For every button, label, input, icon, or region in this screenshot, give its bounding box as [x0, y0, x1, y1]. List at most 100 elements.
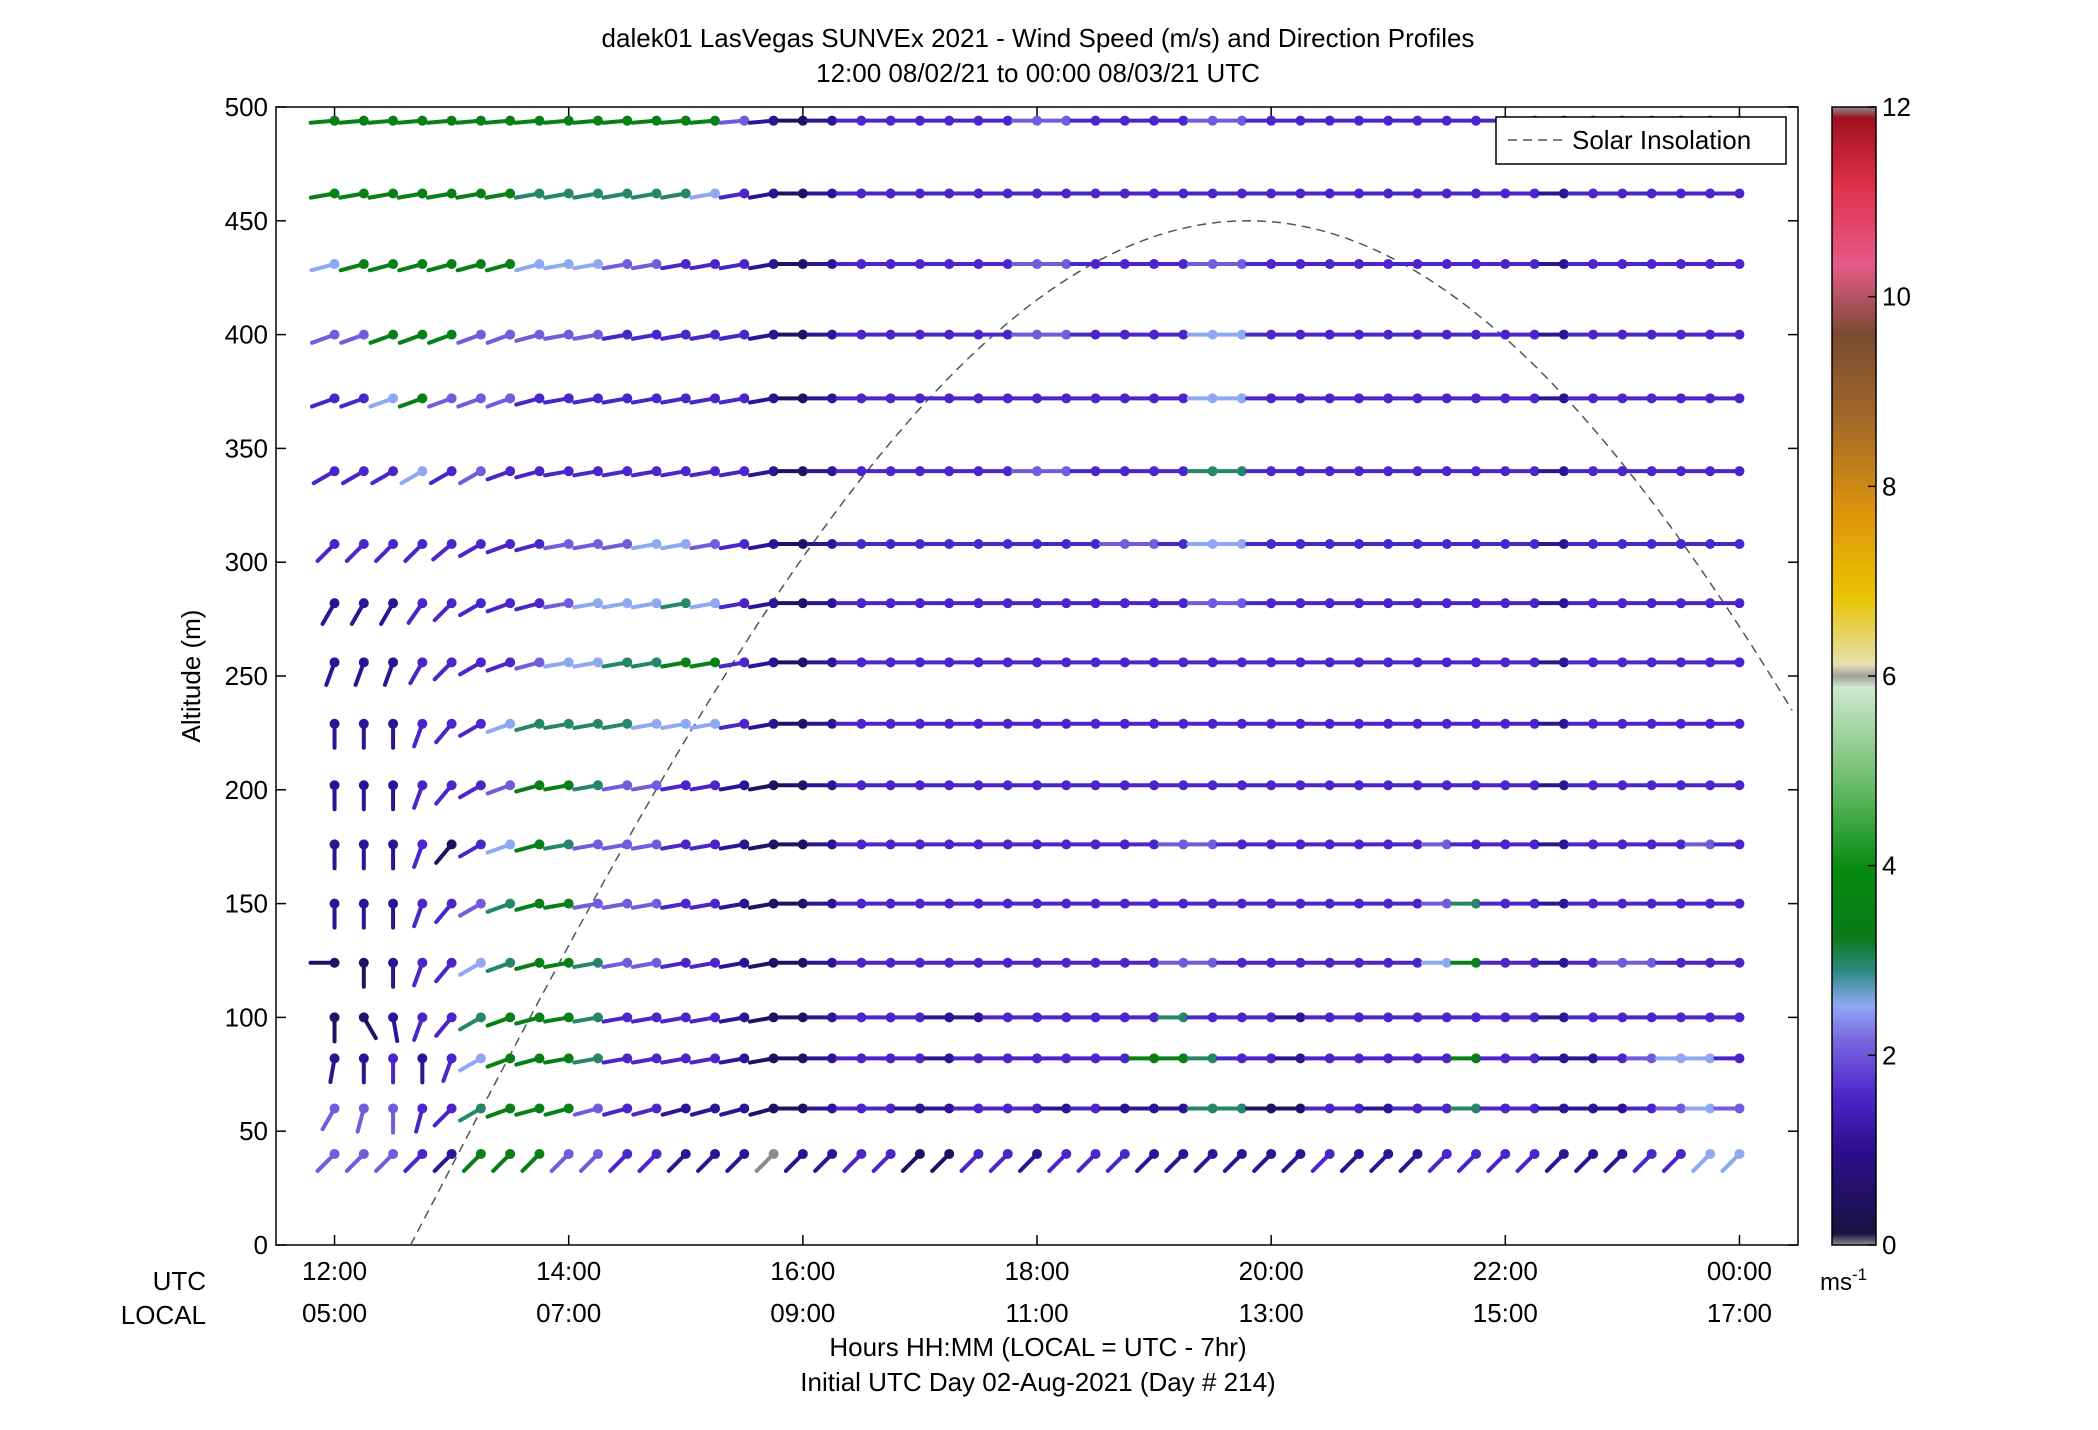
y-axis-label: Altitude (m) [176, 610, 206, 743]
wind-vector-dot [1441, 466, 1452, 477]
wind-vector-dot [739, 466, 750, 477]
wind-vector-dot [1061, 538, 1072, 549]
wind-vector-dot [768, 188, 779, 199]
y-tick-label: 0 [254, 1230, 268, 1260]
x-tick-label-utc: 18:00 [1004, 1256, 1069, 1286]
wind-vector-dot [856, 1012, 867, 1023]
wind-vector-dot [1705, 780, 1716, 791]
wind-vector-dot [1002, 657, 1013, 668]
wind-vector-dot [768, 1148, 779, 1159]
wind-vector-dot [329, 538, 340, 549]
wind-vector-dot [680, 839, 691, 850]
wind-vector-dot [1178, 538, 1189, 549]
wind-vector-dot [1383, 957, 1394, 968]
y-tick-label: 500 [225, 92, 268, 122]
wind-vector-dot [563, 1103, 574, 1114]
wind-vector-dot [1207, 898, 1218, 909]
wind-vector-dot [417, 1053, 428, 1064]
wind-vector-dot [1295, 718, 1306, 729]
wind-vector-dot [1734, 393, 1745, 404]
wind-vector-dot [1617, 839, 1628, 850]
wind-vector-dot [1149, 188, 1160, 199]
wind-vector-dot [827, 259, 838, 270]
wind-vector-dot [622, 259, 633, 270]
wind-vector-dot [505, 329, 516, 340]
wind-vector-dot [358, 1012, 369, 1023]
wind-vector-dot [739, 259, 750, 270]
wind-vector-dot [592, 839, 603, 850]
wind-vector-dot [1295, 598, 1306, 609]
wind-vector-dot [1061, 780, 1072, 791]
wind-vector-dot [1734, 329, 1745, 340]
wind-vector-dot [1032, 718, 1042, 729]
wind-vector-dot [1324, 718, 1335, 729]
wind-vector-dot [680, 538, 691, 549]
wind-vector-dot [1471, 718, 1482, 729]
wind-vector-dot [1617, 718, 1628, 729]
wind-vector-dot [856, 115, 867, 126]
wind-vector-dot [1090, 1012, 1101, 1023]
wind-vector-dot [475, 718, 486, 729]
wind-vector-dot [417, 1103, 428, 1114]
wind-vector-dot [885, 259, 896, 270]
wind-vector-dot [1266, 780, 1277, 791]
wind-vector-dot [1032, 839, 1042, 850]
colorbar-unit-label: ms-1 [1820, 1265, 1867, 1296]
wind-vector-dot [1558, 393, 1569, 404]
wind-vector-dot [1441, 1148, 1452, 1159]
wind-vector-dot [1617, 598, 1628, 609]
wind-vector-dot [358, 259, 369, 270]
wind-vector-dot [1236, 898, 1247, 909]
wind-vector-dot [1646, 1103, 1657, 1114]
wind-vector-dot [1236, 957, 1247, 968]
wind-vector-dot [944, 657, 955, 668]
wind-vector-dot [1734, 259, 1745, 270]
wind-vector-dot [1705, 393, 1716, 404]
wind-vector-dot [1119, 1012, 1130, 1023]
wind-vector-dot [1061, 1053, 1072, 1064]
wind-vector-dot [1558, 898, 1569, 909]
wind-vector-dot [475, 957, 486, 968]
wind-vector-dot [827, 839, 838, 850]
wind-vector-dot [388, 1053, 399, 1064]
wind-vector-dot [1383, 393, 1394, 404]
wind-vector-dot [1266, 1103, 1277, 1114]
wind-vector-dot [1207, 598, 1218, 609]
wind-vector-dot [1324, 538, 1335, 549]
wind-vector-dot [1178, 1053, 1189, 1064]
wind-vector-dot [534, 1103, 545, 1114]
wind-vector-dot [1529, 538, 1540, 549]
wind-vector-dot [856, 839, 867, 850]
wind-vector-dot [1002, 1148, 1013, 1159]
colorbar-tick-label: 2 [1882, 1040, 1896, 1070]
wind-vector-dot [1295, 657, 1306, 668]
wind-vector-dot [417, 839, 428, 850]
wind-vector-dot [358, 780, 369, 791]
wind-vector-dot [329, 1012, 340, 1023]
wind-vector-dot [388, 259, 399, 270]
wind-vector-dot [827, 1012, 838, 1023]
wind-vector-dot [329, 115, 340, 126]
wind-vector-dot [1705, 657, 1716, 668]
wind-vector-dot [797, 466, 808, 477]
wind-vector-dot [358, 898, 369, 909]
wind-vector-dot [563, 259, 574, 270]
wind-vector-dot [1032, 657, 1042, 668]
wind-vector-dot [885, 188, 896, 199]
wind-vector-dot [1032, 898, 1042, 909]
wind-vector-dot [622, 466, 633, 477]
wind-vector-dot [1149, 1053, 1160, 1064]
wind-vector-dot [797, 898, 808, 909]
wind-vector-dot [1500, 718, 1511, 729]
wind-vector-dot [1353, 259, 1364, 270]
wind-vector-dot [505, 1012, 516, 1023]
wind-vector-dot [797, 259, 808, 270]
wind-vector-dot [417, 598, 428, 609]
wind-vector-dot [1471, 957, 1482, 968]
wind-vector-dot [388, 718, 399, 729]
x-row-utc-label: UTC [153, 1266, 206, 1296]
wind-vector-dot [827, 115, 838, 126]
wind-vector-dot [1529, 1012, 1540, 1023]
wind-vector-dot [1675, 1103, 1686, 1114]
wind-vector-dot [1705, 188, 1716, 199]
